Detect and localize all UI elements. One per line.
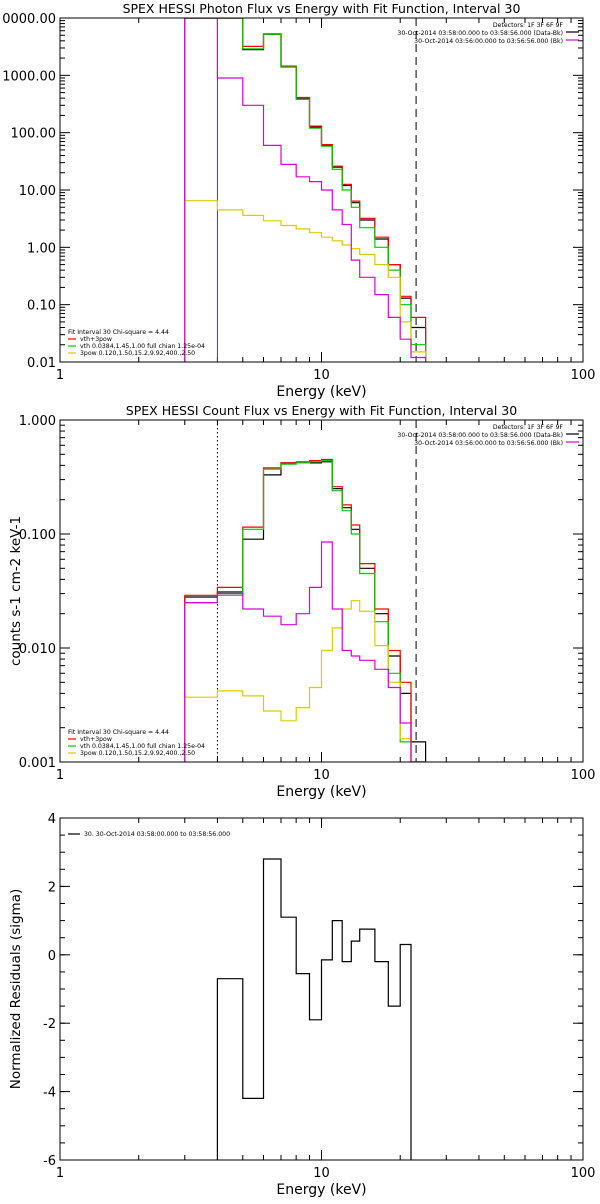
plot-frame [59, 419, 584, 763]
y-tick-label: 0.010 [19, 642, 56, 657]
y-tick-label: 0 [48, 949, 56, 964]
y-tick-label: 1.000 [19, 414, 56, 429]
legend-entry: Fit Interval 30 Chi-square = 4.44 [68, 729, 169, 736]
y-tick-label: 0.10 [27, 299, 56, 314]
series-3pow [184, 600, 426, 762]
legend-entry: vth 0.0384,1.45,1.00 full chian 1.25e-04 [80, 743, 205, 750]
plot-frame [59, 17, 584, 363]
series-data [184, 18, 427, 362]
y-tick-label: -4 [43, 1086, 56, 1101]
legend-entry: vth+3pow [80, 736, 112, 743]
x-tick-label: 10 [313, 768, 330, 783]
y-tick-label: 10.00 [19, 184, 56, 199]
y-tick-label: 0.001 [19, 756, 56, 771]
y-tick-label: 1000.00 [2, 69, 56, 84]
plot-frame [59, 817, 584, 1161]
legend-entry: 3pow 0.120,1.50,15.2,9.92,400.,2.50 [80, 350, 195, 357]
y-tick-label: -6 [43, 1154, 56, 1169]
x-tick-label: 100 [571, 1166, 596, 1181]
x-tick-label: 1 [56, 768, 64, 783]
header-line: Detectors: 1F 3F 6F 9F [493, 424, 564, 431]
header-line: 30-Oct-2014 03:56:00.000 to 03:56:56.000… [414, 38, 563, 45]
y-tick-label: -2 [43, 1017, 56, 1032]
x-axis-label: Energy (keV) [276, 384, 366, 400]
legend-entry: 3pow 0.120,1.50,15.2,9.92,400.,2.50 [80, 750, 195, 757]
header-line: 30-Oct-2014 03:58:00.000 to 03:58:56.000… [397, 30, 563, 37]
chart-title: SPEX HESSI Photon Flux vs Energy with Fi… [123, 1, 521, 16]
y-tick-label: 100.00 [11, 127, 57, 142]
series-vth+3pow [184, 458, 426, 762]
y-axis-label: counts s-1 cm-2 keV-1 [8, 516, 24, 666]
series-3pow [184, 200, 427, 362]
series-data [184, 461, 427, 762]
residuals-panel: 1 10 100 4 2 0 -2 -4 -6 Energy (keV) Normalized Re… [8, 812, 595, 1198]
y-tick-label: 2 [48, 880, 56, 895]
header-line: 30-Oct-2014 03:58:00.000 to 03:58:56.000… [397, 432, 563, 439]
legend-entry: Fit Interval 30 Chi-square = 4.44 [68, 329, 169, 336]
y-tick-label: 1.00 [27, 241, 56, 256]
legend-entry: 30. 30-Oct-2014 03:58:00.000 to 03:58:56… [84, 831, 230, 838]
x-axis-label: Energy (keV) [276, 784, 366, 800]
x-tick-label: 1 [56, 1166, 64, 1181]
x-tick-label: 100 [571, 368, 596, 383]
series-residuals [216, 858, 412, 1160]
y-tick-label: 0000.00 [2, 12, 56, 27]
x-tick-label: 100 [571, 768, 596, 783]
header-line: 30-Oct-2014 03:56:00.000 to 03:56:56.000… [414, 440, 563, 447]
x-tick-label: 1 [56, 368, 64, 383]
legend-entry: vth 0.0384,1.45,1.00 full chian 1.25e-04 [80, 343, 205, 350]
series-vth [184, 460, 426, 762]
x-axis-label: Energy (keV) [276, 1182, 366, 1198]
y-tick-label: 0.100 [19, 528, 56, 543]
x-tick-label: 10 [313, 1166, 330, 1181]
y-axis-label: Normalized Residuals (sigma) [8, 889, 24, 1090]
y-tick-label: 0.01 [27, 356, 56, 371]
series-vth [184, 18, 427, 362]
series-bk [184, 541, 426, 762]
header-line: Detectors: 1F 3F 6F 9F [493, 22, 564, 29]
chart-title: SPEX HESSI Count Flux vs Energy with Fit… [126, 403, 517, 418]
series-vth+3pow [184, 18, 427, 362]
legend-entry: vth+3pow [80, 336, 112, 343]
series-bk [184, 18, 427, 362]
y-tick-label: 4 [48, 812, 56, 827]
x-tick-label: 10 [313, 368, 330, 383]
photon-flux-panel: SPEX HESSI Photon Flux vs Energy with Fi… [2, 1, 595, 400]
count-flux-panel: SPEX HESSI Count Flux vs Energy with Fit… [8, 403, 595, 800]
